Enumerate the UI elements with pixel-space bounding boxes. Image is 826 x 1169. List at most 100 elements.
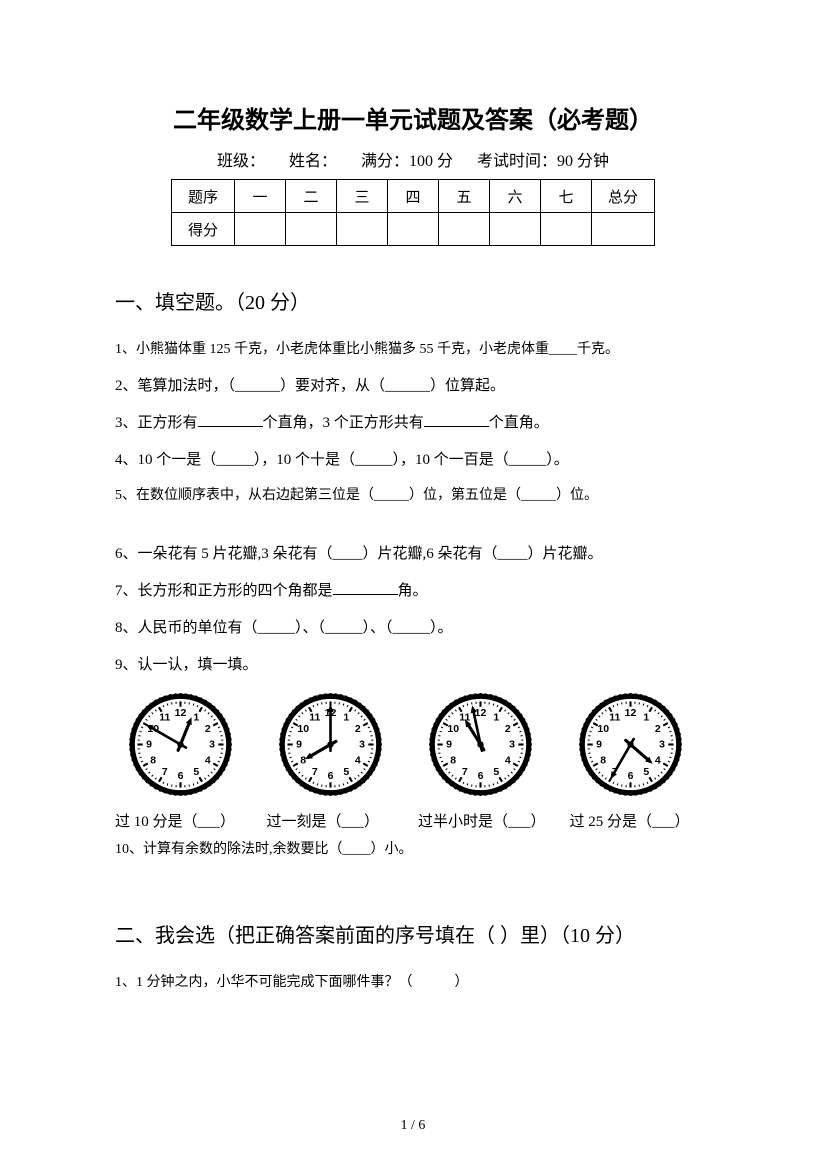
clock-icon: 123456789101112	[578, 692, 683, 797]
class-label: 班级：	[217, 153, 265, 170]
svg-text:3: 3	[659, 738, 665, 750]
svg-text:11: 11	[159, 711, 170, 723]
svg-text:7: 7	[311, 766, 317, 778]
svg-text:10: 10	[297, 722, 309, 734]
q1-6: 6、一朵花有 5 片花瓣,3 朵花有（____）片花瓣,6 朵花有（____）片…	[115, 538, 711, 571]
svg-text:1: 1	[493, 711, 499, 723]
q1-3a: 3、正方形有	[115, 415, 198, 431]
score-value-cell	[286, 213, 337, 246]
svg-text:8: 8	[300, 754, 306, 766]
score-value-cell	[541, 213, 592, 246]
svg-text:1: 1	[643, 711, 649, 723]
svg-text:11: 11	[609, 711, 620, 723]
svg-text:1: 1	[343, 711, 349, 723]
svg-text:8: 8	[150, 754, 156, 766]
svg-text:9: 9	[296, 738, 302, 750]
q1-4: 4、10 个一是（_____），10 个十是（_____），10 个一百是（__…	[115, 444, 711, 477]
svg-text:6: 6	[177, 770, 183, 782]
svg-text:5: 5	[493, 766, 499, 778]
q1-3c: 个直角。	[489, 415, 549, 431]
page-title: 二年级数学上册一单元试题及答案（必考题）	[115, 100, 711, 135]
page-number: 1 / 6	[0, 1118, 826, 1134]
score-value-cell	[337, 213, 388, 246]
svg-text:8: 8	[450, 754, 456, 766]
svg-text:6: 6	[327, 770, 333, 782]
score-header-cell: 二	[286, 180, 337, 213]
svg-text:10: 10	[447, 722, 459, 734]
score-value-cell	[439, 213, 490, 246]
svg-text:3: 3	[509, 738, 515, 750]
score-header-cell: 七	[541, 180, 592, 213]
q1-2: 2、笔算加法时，（______）要对齐，从（______）位算起。	[115, 370, 711, 403]
svg-text:6: 6	[627, 770, 633, 782]
svg-text:9: 9	[446, 738, 452, 750]
svg-text:2: 2	[354, 722, 360, 734]
svg-text:2: 2	[654, 722, 660, 734]
fullmark-label: 满分：100 分	[361, 153, 453, 170]
svg-text:5: 5	[193, 766, 199, 778]
score-header-cell: 题序	[172, 180, 235, 213]
score-value-cell	[592, 213, 655, 246]
q1-9: 9、认一认，填一填。	[115, 649, 711, 682]
score-value-cell	[388, 213, 439, 246]
score-value-cell	[490, 213, 541, 246]
svg-text:12: 12	[474, 707, 486, 719]
svg-text:4: 4	[204, 754, 210, 766]
svg-text:4: 4	[654, 754, 660, 766]
q1-7a: 7、长方形和正方形的四个角都是	[115, 583, 333, 599]
score-header-cell: 总分	[592, 180, 655, 213]
time-label: 考试时间：90 分钟	[477, 153, 609, 170]
svg-text:7: 7	[461, 766, 467, 778]
q1-10: 10、计算有余数的除法时,余数要比（____）小。	[115, 835, 711, 866]
svg-text:9: 9	[146, 738, 152, 750]
q1-3: 3、正方形有 个直角，3 个正方形共有 个直角。	[115, 407, 711, 440]
clock-icon: 123456789101112	[428, 692, 533, 797]
score-header-cell: 四	[388, 180, 439, 213]
q1-8: 8、人民币的单位有（_____）、（_____）、（_____）。	[115, 612, 711, 645]
svg-text:4: 4	[504, 754, 510, 766]
exam-page: 二年级数学上册一单元试题及答案（必考题） 班级： 姓名： 满分：100 分 考试…	[0, 0, 826, 1169]
q1-7b: 角。	[398, 583, 428, 599]
svg-text:11: 11	[309, 711, 320, 723]
exam-info-line: 班级： 姓名： 满分：100 分 考试时间：90 分钟	[115, 147, 711, 171]
clock-1: 123456789101112	[125, 692, 235, 802]
score-header-cell: 五	[439, 180, 490, 213]
q1-5: 5、在数位顺序表中，从右边起第三位是（_____）位，第五位是（_____）位。	[115, 481, 711, 512]
q1-3b: 个直角，3 个正方形共有	[263, 415, 424, 431]
score-value-cell	[235, 213, 286, 246]
svg-text:3: 3	[359, 738, 365, 750]
clocks-row: 1234567891011121234567891011121234567891…	[125, 692, 711, 802]
clock-caption-3: 过半小时是（___）	[418, 810, 560, 831]
svg-text:4: 4	[354, 754, 360, 766]
svg-text:9: 9	[596, 738, 602, 750]
svg-text:2: 2	[204, 722, 210, 734]
svg-text:6: 6	[477, 770, 483, 782]
svg-text:3: 3	[209, 738, 215, 750]
clock-caption-1: 过 10 分是（___）	[115, 810, 257, 831]
svg-text:8: 8	[600, 754, 606, 766]
clock-caption-2: 过一刻是（___）	[267, 810, 409, 831]
svg-text:11: 11	[459, 711, 470, 723]
score-table: 题序一二三四五六七总分得分	[171, 179, 655, 246]
q1-1: 1、小熊猫体重 125 千克，小老虎体重比小熊猫多 55 千克，小老虎体重___…	[115, 335, 711, 366]
svg-text:2: 2	[504, 722, 510, 734]
clock-icon: 123456789101112	[128, 692, 233, 797]
q1-7: 7、长方形和正方形的四个角都是 角。	[115, 575, 711, 608]
clock-2: 123456789101112	[275, 692, 385, 802]
q2-1: 1、1 分钟之内，小华不可能完成下面哪件事？（ ）	[115, 968, 711, 999]
clock-caption-4: 过 25 分是（___）	[570, 810, 712, 831]
clock-icon: 123456789101112	[278, 692, 383, 797]
svg-text:10: 10	[597, 722, 609, 734]
clock-captions: 过 10 分是（___） 过一刻是（___） 过半小时是（___） 过 25 分…	[115, 810, 711, 831]
section-1-heading: 一、填空题。（20 分）	[115, 286, 711, 315]
svg-text:1: 1	[193, 711, 199, 723]
clock-4: 123456789101112	[575, 692, 685, 802]
score-header-cell: 一	[235, 180, 286, 213]
svg-text:5: 5	[643, 766, 649, 778]
svg-text:12: 12	[624, 707, 636, 719]
svg-text:7: 7	[161, 766, 167, 778]
section-2-heading: 二、我会选（把正确答案前面的序号填在（ ）里）（10 分）	[115, 919, 711, 948]
score-header-cell: 三	[337, 180, 388, 213]
clock-3: 123456789101112	[425, 692, 535, 802]
score-header-cell: 六	[490, 180, 541, 213]
